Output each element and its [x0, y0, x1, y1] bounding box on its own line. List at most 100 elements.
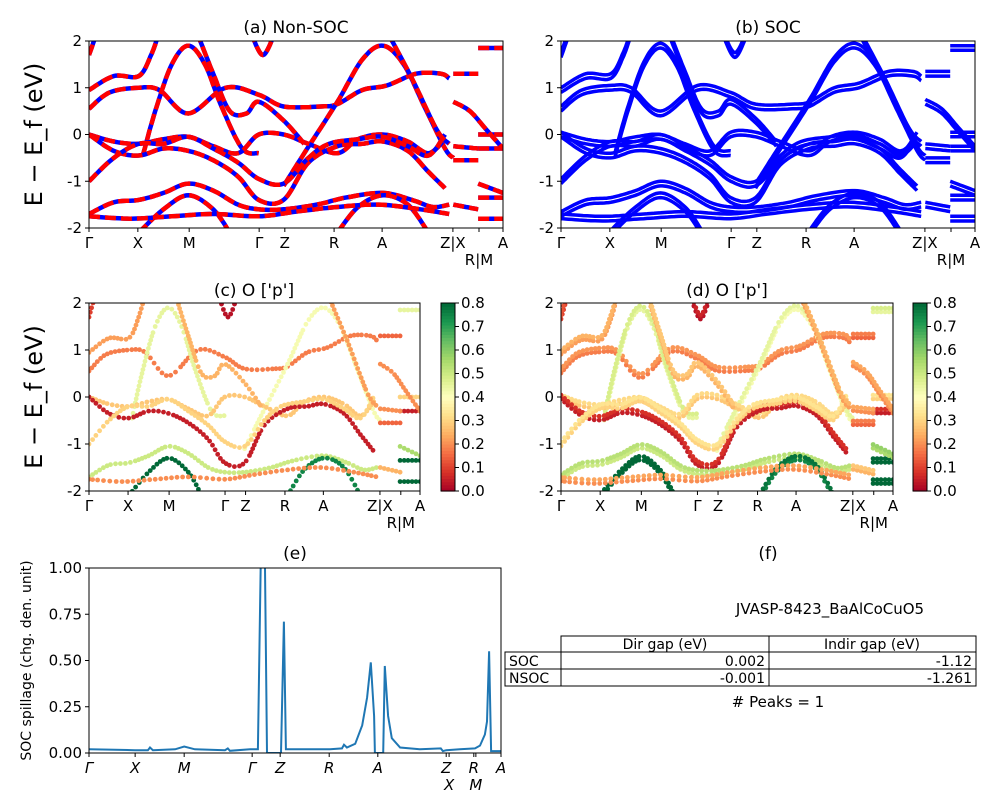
- projection-point: [417, 458, 420, 463]
- projection-point: [682, 465, 688, 470]
- projection-point: [350, 463, 356, 468]
- projection-point: [237, 374, 243, 380]
- projection-point: [758, 461, 763, 467]
- projection-point: [222, 469, 228, 475]
- projection-point: [607, 385, 613, 391]
- y-tick-label: 2: [544, 32, 554, 50]
- projection-point: [569, 396, 574, 402]
- projection-point: [773, 325, 778, 331]
- projection-point: [684, 351, 690, 357]
- projection-point: [169, 475, 174, 481]
- projection-point: [666, 424, 672, 430]
- colorbar-segment: [441, 353, 455, 357]
- projection-point: [618, 344, 623, 349]
- projection-point: [738, 420, 744, 426]
- projection-point: [211, 349, 217, 355]
- projection-point: [367, 444, 373, 450]
- projection-point: [282, 402, 287, 408]
- projection-point: [189, 453, 195, 458]
- projection-point: [129, 347, 135, 353]
- projection-point: [562, 435, 567, 441]
- projection-point: [706, 442, 711, 448]
- projection-point: [285, 401, 291, 407]
- projection-point: [668, 362, 673, 368]
- colorbar-segment: [913, 447, 927, 451]
- projection-point: [712, 363, 718, 369]
- projection-point: [614, 296, 619, 301]
- projection-point: [339, 400, 345, 406]
- projection-point: [655, 464, 661, 470]
- colorbar-segment: [913, 378, 927, 382]
- colorbar-tick-label: 0.5: [933, 365, 957, 383]
- projection-point: [408, 395, 413, 400]
- projection-point: [625, 475, 630, 480]
- projection-point: [674, 391, 680, 397]
- projection-point: [215, 451, 221, 457]
- projection-point: [179, 403, 185, 409]
- projection-point: [569, 430, 574, 436]
- projection-point: [174, 314, 180, 320]
- table-cell: -0.001: [720, 671, 765, 687]
- projection-point: [850, 404, 856, 410]
- y-tick-label: -2: [539, 219, 554, 237]
- projection-point: [365, 472, 370, 478]
- projection-point: [878, 445, 884, 451]
- projection-point: [331, 307, 337, 312]
- projection-point: [600, 458, 605, 463]
- projection-point: [831, 330, 837, 336]
- projection-point: [874, 305, 880, 311]
- projection-point: [611, 304, 616, 310]
- projection-point: [140, 303, 145, 307]
- colorbar-segment: [441, 472, 455, 476]
- projection-point: [89, 394, 92, 400]
- projection-point: [675, 345, 680, 350]
- projection-point: [214, 404, 219, 410]
- projection-point: [795, 403, 801, 409]
- projection-point: [573, 480, 578, 485]
- projection-point: [796, 463, 802, 469]
- projection-point: [731, 420, 737, 425]
- projection-point: [151, 360, 157, 366]
- projection-point: [670, 345, 676, 350]
- projection-point: [155, 366, 161, 371]
- colorbar-segment: [441, 334, 455, 339]
- projection-point: [831, 373, 837, 379]
- projection-point: [732, 365, 738, 371]
- projection-point: [192, 413, 198, 418]
- projection-point: [276, 378, 282, 384]
- projection-point: [666, 480, 671, 486]
- projection-point: [700, 474, 705, 480]
- projection-point: [762, 456, 768, 462]
- projection-point: [648, 458, 654, 464]
- projection-point: [819, 467, 824, 472]
- projection-point: [573, 398, 578, 403]
- projection-point: [830, 430, 836, 436]
- colorbar-segment: [441, 375, 455, 379]
- projection-point: [176, 460, 182, 466]
- projection-point: [679, 346, 685, 351]
- projection-point: [352, 482, 358, 488]
- plot-area: [89, 303, 420, 491]
- soc-band: [671, 41, 778, 143]
- projection-point: [742, 407, 748, 413]
- x-tick-label: A: [377, 234, 388, 252]
- soc-band: [949, 184, 975, 197]
- projection-point: [886, 477, 892, 483]
- projection-point: [870, 335, 876, 341]
- projection-point: [704, 391, 710, 396]
- colorbar-segment: [913, 356, 927, 360]
- colorbar-tick-label: 0.5: [461, 365, 485, 383]
- projection-point: [668, 485, 674, 490]
- projection-point: [189, 344, 195, 349]
- projection-point: [214, 413, 220, 418]
- projection-point: [747, 461, 752, 467]
- projection-point: [185, 469, 191, 475]
- projection-point: [738, 368, 743, 374]
- projection-point: [629, 312, 635, 318]
- projection-point: [179, 314, 185, 319]
- projection-point: [323, 402, 328, 407]
- projection-point: [712, 468, 718, 473]
- projection-point: [561, 312, 564, 318]
- x-tick-label: M: [163, 497, 176, 515]
- projection-point: [297, 404, 302, 410]
